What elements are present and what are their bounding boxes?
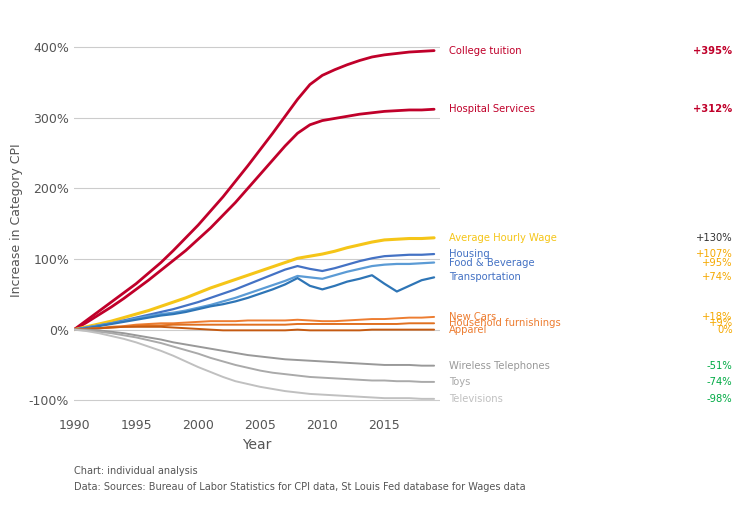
Text: Household furnishings: Household furnishings bbox=[449, 318, 561, 328]
Text: +312%: +312% bbox=[693, 104, 733, 114]
Text: New Cars: New Cars bbox=[449, 312, 497, 322]
Text: +395%: +395% bbox=[693, 46, 733, 55]
Text: -74%: -74% bbox=[707, 377, 733, 387]
Text: Wireless Telephones: Wireless Telephones bbox=[449, 361, 550, 371]
Text: Apparel: Apparel bbox=[449, 325, 488, 335]
Text: -51%: -51% bbox=[707, 361, 733, 371]
X-axis label: Year: Year bbox=[243, 438, 272, 452]
Text: Televisions: Televisions bbox=[449, 394, 503, 404]
Text: -98%: -98% bbox=[707, 394, 733, 404]
Text: +18%: +18% bbox=[702, 312, 733, 322]
Y-axis label: Increase in Category CPI: Increase in Category CPI bbox=[10, 143, 23, 297]
Text: +9%: +9% bbox=[708, 318, 733, 328]
Text: Data: Sources: Bureau of Labor Statistics for CPI data, St Louis Fed database fo: Data: Sources: Bureau of Labor Statistic… bbox=[74, 482, 525, 492]
Text: Average Hourly Wage: Average Hourly Wage bbox=[449, 233, 557, 243]
Text: Housing: Housing bbox=[449, 249, 490, 259]
Text: Food & Beverage: Food & Beverage bbox=[449, 257, 535, 267]
Text: Toys: Toys bbox=[449, 377, 471, 387]
Text: College tuition: College tuition bbox=[449, 46, 522, 55]
Text: +107%: +107% bbox=[696, 249, 733, 259]
Text: 0%: 0% bbox=[717, 325, 733, 335]
Text: +130%: +130% bbox=[696, 233, 733, 243]
Text: Chart: individual analysis: Chart: individual analysis bbox=[74, 466, 198, 476]
Text: Transportation: Transportation bbox=[449, 272, 521, 282]
Text: +95%: +95% bbox=[702, 257, 733, 267]
Text: +74%: +74% bbox=[702, 272, 733, 282]
Text: Hospital Services: Hospital Services bbox=[449, 104, 535, 114]
